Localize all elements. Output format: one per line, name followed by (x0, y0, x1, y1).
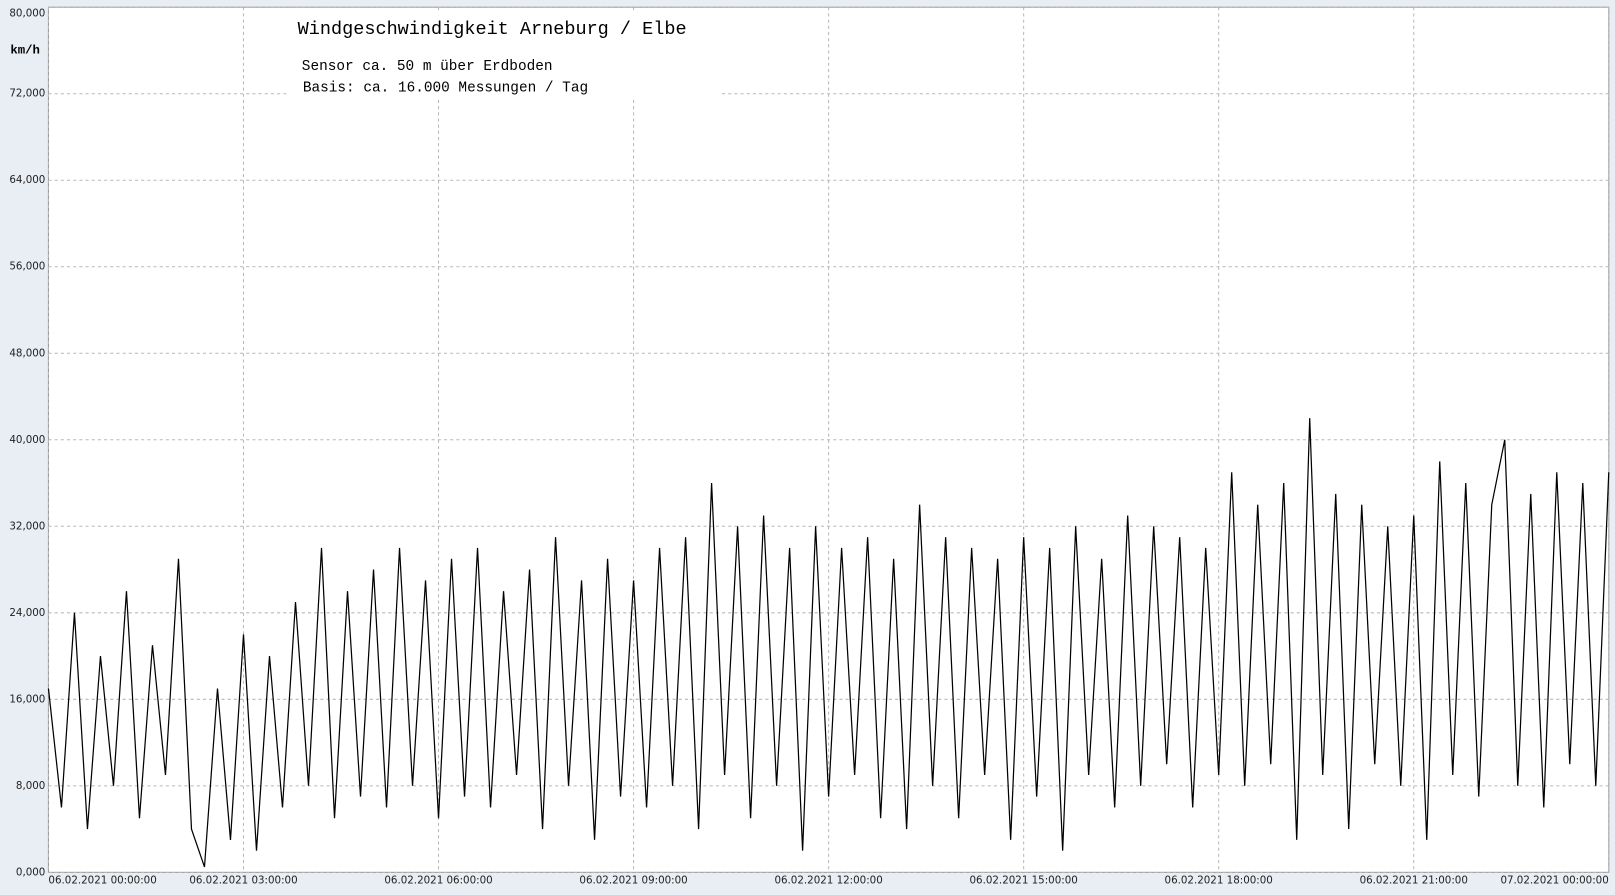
x-tick-label: 06.02.2021 15:00:00 (969, 875, 1077, 887)
y-tick-label: 24,000 (9, 607, 45, 619)
y-tick-label: 32,000 (9, 520, 45, 532)
y-axis-label: km/h (10, 44, 40, 58)
y-tick-label: 48,000 (9, 347, 45, 359)
y-tick-label: 8,000 (16, 780, 45, 792)
y-tick-label: 80,000 (9, 7, 45, 19)
marks (47, 418, 1610, 868)
y-tick-label: 0,000 (16, 866, 45, 878)
data-line (47, 418, 1610, 868)
x-tick-label: 07.02.2021 00:00:00 (1500, 875, 1608, 887)
x-tick-label: 06.02.2021 03:00:00 (189, 875, 297, 887)
labels: 0,000 8,000 16,000 24,000 32,000 40,000 48,000… (9, 7, 1608, 886)
y-tick-label: 64,000 (9, 174, 45, 186)
x-tick-label: 06.02.2021 12:00:00 (774, 875, 882, 887)
y-tick-label: 16,000 (9, 693, 45, 705)
title-box (288, 10, 721, 97)
y-tick-label: 40,000 (9, 434, 45, 446)
subtitle: Sensor ca. 50 m über Erdboden (302, 59, 553, 75)
x-tick-label: 06.02.2021 09:00:00 (579, 875, 687, 887)
subtitle: Basis: ca. 16.000 Messungen / Tag (303, 81, 588, 97)
x-tick-label: 06.02.2021 21:00:00 (1360, 875, 1468, 887)
x-tick-label: 06.02.2021 00:00:00 (48, 875, 156, 887)
x-tick-label: 06.02.2021 06:00:00 (384, 875, 492, 887)
y-tick-label: 56,000 (9, 261, 45, 273)
chart-title: Windgeschwindigkeit Arneburg / Elbe (298, 19, 687, 40)
x-tick-label: 06.02.2021 18:00:00 (1165, 875, 1273, 887)
y-tick-label: 72,000 (9, 88, 45, 100)
grid (47, 6, 1610, 873)
